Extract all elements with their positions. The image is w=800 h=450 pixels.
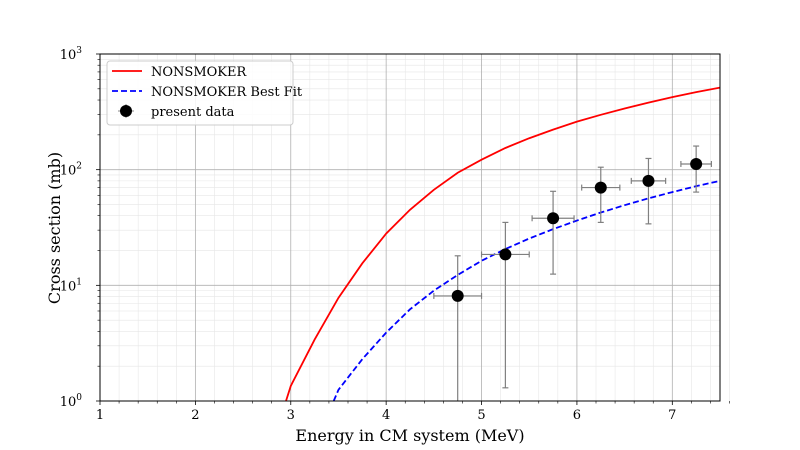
- x-tick-label: 2: [191, 408, 199, 423]
- x-tick-label: 5: [477, 408, 485, 423]
- x-axis-label: Energy in CM system (MeV): [295, 426, 524, 445]
- data-point: [451, 289, 464, 302]
- data-point: [594, 181, 607, 194]
- series-line-nonsmoker: [285, 86, 720, 401]
- y-tick-label: 101: [60, 277, 82, 294]
- x-tick-label: 4: [382, 408, 390, 423]
- data-point: [547, 212, 560, 225]
- series-layer: [285, 86, 720, 401]
- legend-entry-best-fit: NONSMOKER Best Fit: [151, 85, 303, 100]
- legend: NONSMOKER NONSMOKER Best Fit present dat…: [106, 60, 303, 126]
- data-points-layer: [433, 145, 713, 401]
- y-tick-label: 100: [60, 393, 83, 410]
- series-line-best-fit: [332, 180, 720, 401]
- legend-entry-present-data: present data: [151, 105, 235, 120]
- x-tick-label: 3: [287, 408, 295, 423]
- x-tick-label: 6: [573, 408, 581, 423]
- axis-ticks: 1 2 3 4 5 6 7 100 101 102 103: [60, 46, 730, 423]
- x-tick-label: 7: [668, 408, 676, 423]
- plot-frame: [99, 53, 721, 402]
- legend-marker-present-data: [120, 105, 132, 117]
- legend-box: [106, 60, 294, 126]
- data-point: [690, 157, 703, 170]
- data-point: [642, 174, 655, 187]
- legend-entry-nonsmoker: NONSMOKER: [151, 65, 247, 80]
- y-tick-label: 103: [60, 46, 83, 63]
- x-tick-label: 1: [96, 408, 104, 423]
- y-axis-label: Cross section (mb): [45, 152, 64, 304]
- data-point: [499, 248, 512, 261]
- y-tick-label: 102: [60, 162, 82, 179]
